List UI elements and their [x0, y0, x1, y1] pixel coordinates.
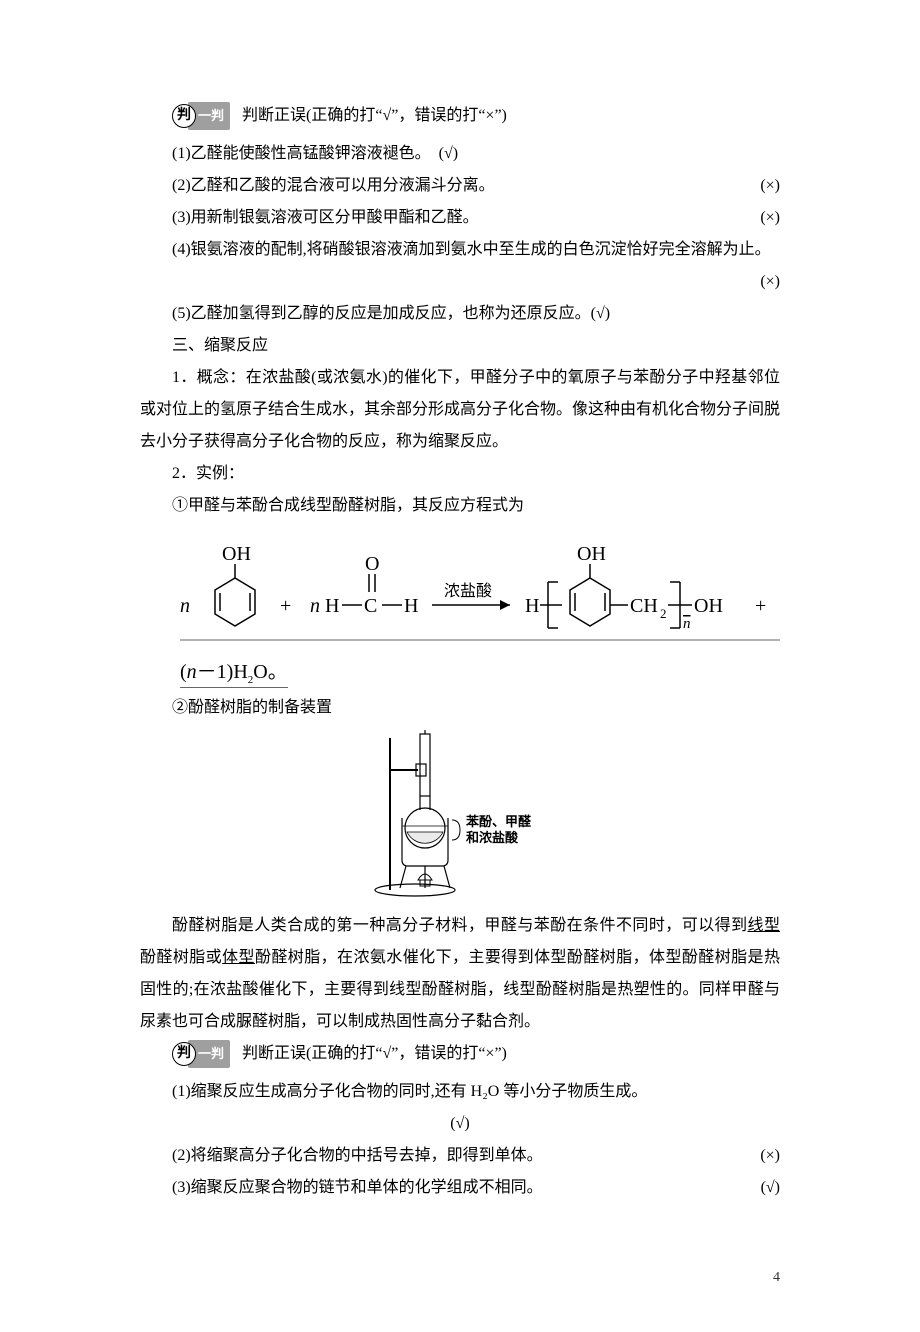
f-plus: +: [280, 595, 291, 617]
sec3-title: 三、缩聚反应: [140, 330, 780, 362]
badge-round-2: 判: [172, 1042, 196, 1066]
f-wp: (: [180, 661, 187, 683]
q2-3: (3)缩聚反应聚合物的链节和单体的化学组成不相同。 (√): [140, 1172, 780, 1204]
bp-u2: 体型: [222, 949, 255, 966]
ex2: ②酚醛树脂的制备装置: [140, 692, 780, 724]
q2-2: (2)将缩聚高分子化合物的中括号去掉，即得到单体。 (×): [140, 1140, 780, 1172]
f-O: O: [365, 553, 379, 575]
f-wn: n: [187, 661, 197, 683]
q2-1-text: (1)缩聚反应生成高分子化合物的同时,还有 H₂O 等小分子物质生成。: [140, 1076, 780, 1108]
judge-badge-1: 判 一判 判断正误(正确的打“√”，错误的打“×”): [140, 100, 780, 132]
f-H1: H: [325, 595, 339, 617]
f-CH2: CH: [630, 595, 658, 617]
f-CH2sub: 2: [660, 606, 667, 621]
apparatus-label-2: 和浓盐酸: [466, 830, 519, 845]
q1-4-text: (4)银氨溶液的配制,将硝酸银溶液滴加到氨水中至生成的白色沉淀恰好完全溶解为止。: [140, 234, 780, 266]
f-C: C: [364, 595, 377, 617]
q1-2-mark: (×): [748, 170, 780, 202]
q2-1-mark: (√): [140, 1108, 780, 1140]
f-wm: －1)H: [197, 661, 248, 683]
judge-badge-2: 判 一判 判断正误(正确的打“√”，错误的打“×”): [140, 1038, 780, 1070]
page-number: 4: [140, 1264, 780, 1292]
badge-graphic-2: 判 一判: [172, 1040, 230, 1068]
f-water: (n－1)H2O。: [180, 661, 288, 688]
ex1: ①甲醛与苯酚合成线型酚醛树脂，其反应方程式为: [140, 490, 780, 522]
q1-1: (1)乙醛能使酸性高锰酸钾溶液褪色。 (√): [140, 138, 780, 170]
badge-tail-1: 判断正误(正确的打“√”，错误的打“×”): [242, 100, 507, 132]
apparatus-svg: 苯酚、甲醛 和浓盐酸: [360, 730, 560, 900]
f-arrow-label: 浓盐酸: [444, 582, 492, 600]
q2-3-text: (3)缩聚反应聚合物的链节和单体的化学组成不相同。: [172, 1172, 543, 1204]
q1-4-mark: (×): [748, 266, 780, 298]
q1-2: (2)乙醛和乙酸的混合液可以用分液漏斗分离。 (×): [140, 170, 780, 202]
badge-round-1: 判: [172, 104, 196, 128]
q1-3-mark: (×): [748, 202, 780, 234]
formula-water-line: (n－1)H2O。: [180, 652, 780, 692]
sec3-p2: 2．实例：: [140, 458, 780, 490]
q2-2-text: (2)将缩聚高分子化合物的中括号去掉，即得到单体。: [172, 1140, 543, 1172]
bp-b: 酚醛树脂或: [140, 949, 222, 966]
f-wo: O。: [253, 661, 287, 683]
f-OHr: OH: [577, 543, 606, 565]
big-para: 酚醛树脂是人类合成的第一种高分子材料，甲醛与苯酚在条件不同时，可以得到线型酚醛树…: [140, 910, 780, 1038]
q1-2-text: (2)乙醛和乙酸的混合液可以用分液漏斗分离。: [172, 170, 495, 202]
bp-a: 酚醛树脂是人类合成的第一种高分子材料，甲醛与苯酚在条件不同时，可以得到: [172, 917, 748, 934]
q1-3: (3)用新制银氨溶液可区分甲酸甲酯和乙醛。 (×): [140, 202, 780, 234]
apparatus-figure: 苯酚、甲醛 和浓盐酸: [140, 730, 780, 900]
badge-graphic-1: 判 一判: [172, 102, 230, 130]
q1-5: (5)乙醛加氢得到乙醇的反应是加成反应，也称为还原反应。(√): [140, 298, 780, 330]
reaction-formula: n OH + n H C H O 浓盐酸 H: [180, 532, 780, 692]
q2-3-mark: (√): [749, 1172, 780, 1204]
badge-tail-2: 判断正误(正确的打“√”，错误的打“×”): [242, 1038, 507, 1070]
f-bracket-n: n: [683, 616, 691, 632]
svg-text:OH: OH: [694, 595, 723, 617]
q2-2-mark: (×): [748, 1140, 780, 1172]
apparatus-label-1: 苯酚、甲醛: [465, 814, 532, 829]
sec3-p1: 1．概念：在浓盐酸(或浓氨水)的催化下，甲醛分子中的氧原子与苯酚分子中羟基邻位或…: [140, 362, 780, 458]
f-n1: n: [180, 595, 190, 617]
f-OHl: OH: [222, 543, 251, 565]
page: 判 一判 判断正误(正确的打“√”，错误的打“×”) (1)乙醛能使酸性高锰酸钾…: [0, 0, 920, 1332]
bp-u1: 线型: [748, 917, 780, 934]
f-plus2: +: [755, 595, 766, 617]
q1-4-markrow: (×): [140, 266, 780, 298]
f-H2: H: [404, 595, 418, 617]
q1-3-text: (3)用新制银氨溶液可区分甲酸甲酯和乙醛。: [172, 202, 479, 234]
formula-svg: n OH + n H C H O 浓盐酸 H: [180, 532, 780, 652]
f-nH: n: [310, 595, 320, 617]
f-Hleft: H: [525, 595, 539, 617]
